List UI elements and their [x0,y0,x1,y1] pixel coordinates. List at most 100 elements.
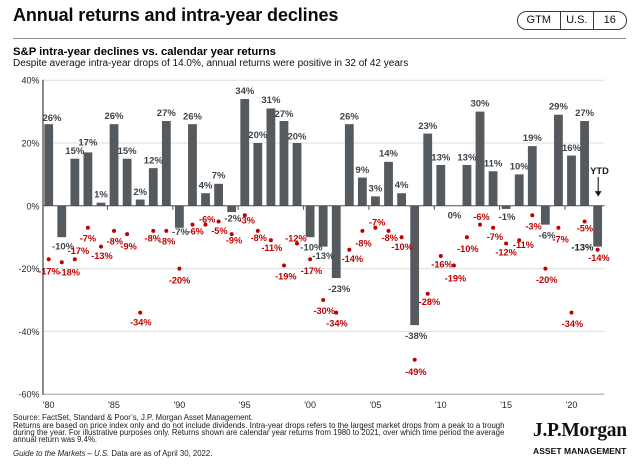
svg-text:-18%: -18% [58,267,79,277]
svg-text:-10%: -10% [457,244,478,254]
svg-text:-5%: -5% [577,224,593,234]
svg-text:-8%: -8% [145,234,161,244]
svg-text:-23%: -23% [328,284,351,295]
svg-text:4%: 4% [395,180,409,191]
svg-text:34%: 34% [235,86,255,97]
svg-text:9%: 9% [356,165,370,176]
svg-text:'20: '20 [566,400,578,410]
svg-text:'00: '00 [304,400,316,410]
svg-text:-8%: -8% [355,238,371,248]
svg-text:-20%: -20% [536,275,557,285]
svg-text:-11%: -11% [261,243,282,253]
svg-text:-12%: -12% [285,234,306,244]
svg-text:29%: 29% [549,102,569,113]
svg-text:19%: 19% [523,133,543,144]
svg-text:13%: 13% [431,152,451,163]
svg-text:-11%: -11% [513,240,534,250]
svg-text:-12%: -12% [495,247,516,257]
svg-text:-9%: -9% [120,242,136,252]
svg-text:30%: 30% [470,98,490,109]
svg-text:17%: 17% [78,137,98,148]
svg-text:-7%: -7% [552,235,568,245]
svg-text:0%: 0% [26,201,39,211]
svg-text:-7%: -7% [80,234,96,244]
svg-text:-40%: -40% [18,327,39,337]
svg-text:7%: 7% [212,171,226,182]
svg-text:26%: 26% [183,112,203,123]
svg-text:12%: 12% [144,156,164,167]
svg-text:-28%: -28% [419,297,440,307]
svg-text:-34%: -34% [326,319,347,329]
svg-text:27%: 27% [157,108,177,119]
svg-text:-9%: -9% [226,236,242,246]
svg-text:-17%: -17% [301,266,322,276]
svg-text:-14%: -14% [342,254,363,264]
svg-text:-13%: -13% [91,251,112,261]
svg-text:31%: 31% [261,95,281,106]
svg-text:26%: 26% [340,112,360,123]
svg-text:-17%: -17% [38,267,59,277]
svg-text:'15: '15 [500,400,512,410]
svg-text:27%: 27% [274,109,294,120]
svg-text:13%: 13% [457,152,477,163]
svg-text:-8%: -8% [107,236,123,246]
svg-text:4%: 4% [199,181,213,192]
svg-text:-7%: -7% [487,232,503,242]
svg-text:-49%: -49% [405,367,426,377]
svg-text:-13%: -13% [312,251,335,262]
svg-text:-10%: -10% [300,243,323,254]
svg-text:-7%: -7% [369,217,385,227]
svg-text:-10%: -10% [52,241,75,252]
svg-text:-16%: -16% [431,260,452,270]
svg-text:-5%: -5% [211,226,227,236]
svg-text:-20%: -20% [169,275,190,285]
svg-text:'05: '05 [370,400,382,410]
svg-text:-10%: -10% [391,242,412,252]
svg-text:-20%: -20% [18,264,39,274]
svg-text:-34%: -34% [562,319,583,329]
svg-text:-6%: -6% [473,212,489,222]
svg-text:40%: 40% [21,76,39,86]
svg-text:26%: 26% [42,113,62,124]
svg-text:-1%: -1% [499,212,516,223]
svg-text:'90: '90 [174,400,186,410]
svg-text:23%: 23% [418,121,438,132]
svg-text:-13%: -13% [571,242,594,253]
svg-text:-14%: -14% [588,253,609,263]
svg-text:-19%: -19% [275,272,296,282]
svg-text:-19%: -19% [445,273,466,283]
svg-text:0%: 0% [448,211,462,222]
svg-text:YTD: YTD [590,166,609,176]
svg-text:-38%: -38% [405,331,428,342]
svg-text:-8%: -8% [251,233,267,243]
svg-text:-6%: -6% [199,214,215,224]
svg-text:'95: '95 [239,400,251,410]
svg-text:-8%: -8% [382,233,398,243]
svg-text:-8%: -8% [159,237,175,247]
svg-text:20%: 20% [21,139,39,149]
svg-text:26%: 26% [104,111,124,122]
svg-text:-2%: -2% [224,214,241,225]
svg-text:20%: 20% [248,130,268,141]
svg-text:14%: 14% [379,149,399,160]
svg-text:10%: 10% [510,162,530,173]
svg-text:-3%: -3% [239,216,255,226]
svg-text:-17%: -17% [68,246,89,256]
svg-text:3%: 3% [369,184,383,195]
svg-text:20%: 20% [287,131,307,142]
svg-text:'80: '80 [43,400,55,410]
svg-text:-7%: -7% [172,227,189,238]
svg-text:-60%: -60% [18,390,39,400]
svg-text:1%: 1% [94,190,108,201]
svg-text:16%: 16% [562,143,582,154]
svg-text:-34%: -34% [130,318,151,328]
svg-text:'10: '10 [435,400,447,410]
svg-text:-6%: -6% [539,231,556,242]
svg-text:-30%: -30% [313,306,334,316]
svg-text:11%: 11% [484,159,503,170]
svg-text:27%: 27% [575,108,595,119]
svg-text:-3%: -3% [525,222,541,232]
svg-text:'85: '85 [108,400,120,410]
svg-text:2%: 2% [133,187,147,198]
svg-text:15%: 15% [65,146,85,157]
